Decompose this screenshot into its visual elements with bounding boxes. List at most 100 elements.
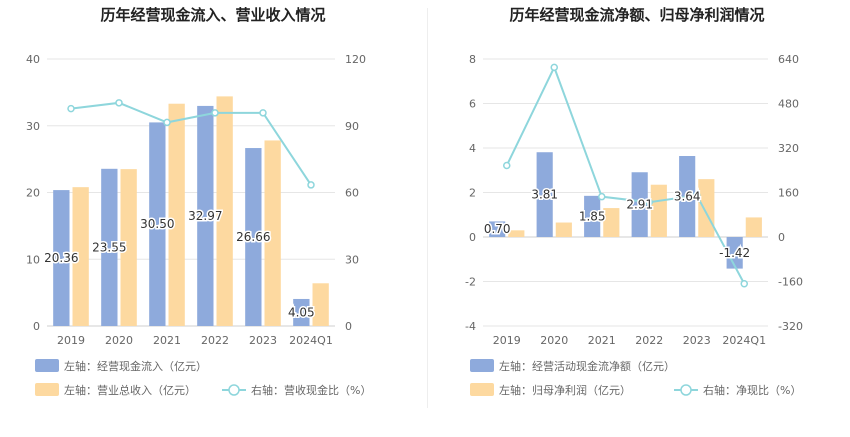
bar-data-label: 1.85 bbox=[579, 209, 606, 223]
bar-primary bbox=[149, 122, 166, 326]
panel-divider bbox=[427, 8, 428, 408]
right-axis-tick-label: 90 bbox=[345, 120, 359, 133]
right-axis-tick-label: 160 bbox=[778, 187, 799, 200]
right-axis-tick-label: 60 bbox=[345, 187, 359, 200]
left-axis-tick-label: 30 bbox=[26, 120, 40, 133]
left-axis-tick-label: -2 bbox=[465, 276, 476, 289]
ratio-point bbox=[259, 109, 267, 117]
ratio-point bbox=[211, 109, 219, 117]
x-axis-category-label: 2021 bbox=[153, 334, 181, 347]
right-axis-tick-label: -160 bbox=[778, 276, 803, 289]
bar-data-label: 3.64 bbox=[674, 190, 701, 204]
x-axis-category-label: 2022 bbox=[201, 334, 229, 347]
x-axis-category-label: 2024Q1 bbox=[289, 334, 333, 347]
right-axis-tick-label: 480 bbox=[778, 98, 799, 111]
x-axis-category-label: 2023 bbox=[683, 334, 711, 347]
legend-label: 左轴：营业总收入（亿元） bbox=[64, 383, 196, 397]
left-axis-tick-label: 0 bbox=[33, 320, 40, 333]
bar-data-label: 0.70 bbox=[484, 222, 511, 236]
bar-secondary bbox=[120, 169, 137, 326]
bar-primary bbox=[197, 105, 214, 326]
right-axis-tick-label: 120 bbox=[345, 53, 366, 66]
legend-item[interactable]: 左轴：经营活动现金流净额（亿元） bbox=[470, 359, 675, 373]
bar-data-label: 4.05 bbox=[288, 305, 315, 319]
bar-data-label: 30.50 bbox=[140, 217, 174, 231]
legend-item[interactable]: 左轴：归母净利润（亿元） bbox=[470, 383, 631, 397]
right-axis-tick-label: -320 bbox=[778, 320, 803, 333]
ratio-point bbox=[550, 63, 558, 72]
legend-swatch-marker bbox=[228, 384, 240, 396]
right-axis-tick-label: 30 bbox=[345, 253, 359, 266]
bar-data-label: 2.91 bbox=[626, 198, 653, 212]
left-axis-tick-label: 2 bbox=[469, 187, 476, 200]
legend-swatch-bar bbox=[470, 359, 494, 372]
bar-data-label: -1.42 bbox=[719, 246, 750, 260]
bar-secondary bbox=[745, 217, 762, 237]
bar-primary bbox=[293, 298, 310, 326]
x-axis-category-label: 2020 bbox=[540, 334, 568, 347]
bar-secondary bbox=[508, 230, 525, 237]
bar-primary bbox=[101, 168, 118, 326]
left-axis-tick-label: 0 bbox=[469, 231, 476, 244]
legend-swatch-marker bbox=[680, 384, 692, 396]
bar-secondary bbox=[72, 187, 89, 326]
left-axis-tick-label: 6 bbox=[469, 98, 476, 111]
legend-label: 左轴：经营现金流入（亿元） bbox=[64, 359, 207, 373]
right-axis-tick-label: 320 bbox=[778, 142, 799, 155]
x-axis-category-label: 2021 bbox=[588, 334, 616, 347]
right-axis-tick-label: 0 bbox=[345, 320, 352, 333]
bar-secondary bbox=[168, 103, 185, 326]
x-axis-category-label: 2023 bbox=[249, 334, 277, 347]
right-axis-tick-label: 0 bbox=[778, 231, 785, 244]
legend-label: 左轴：归母净利润（亿元） bbox=[499, 383, 631, 397]
bar-secondary bbox=[603, 208, 620, 237]
legend-item[interactable]: 左轴：经营现金流入（亿元） bbox=[35, 359, 207, 373]
x-axis-category-label: 2019 bbox=[493, 334, 521, 347]
bar-primary bbox=[245, 148, 262, 326]
ratio-point bbox=[163, 118, 171, 127]
ratio-point bbox=[115, 99, 123, 107]
right-axis-tick-label: 640 bbox=[778, 53, 799, 66]
bar-primary bbox=[489, 221, 506, 237]
ratio-point bbox=[740, 279, 748, 288]
ratio-point bbox=[307, 181, 315, 189]
bar-primary bbox=[726, 237, 743, 269]
left-axis-tick-label: 10 bbox=[26, 253, 40, 266]
legend-item[interactable]: 右轴：营收现金比（%） bbox=[222, 383, 371, 397]
bar-primary bbox=[631, 172, 648, 237]
left-axis-tick-label: -4 bbox=[465, 320, 476, 333]
ratio-line bbox=[505, 64, 746, 285]
legend-item[interactable]: 左轴：营业总收入（亿元） bbox=[35, 383, 196, 397]
legend-item[interactable]: 右轴：净现比（%） bbox=[674, 383, 801, 397]
ratio-point bbox=[503, 161, 511, 170]
legend-label: 右轴：营收现金比（%） bbox=[251, 383, 371, 397]
bar-secondary bbox=[264, 140, 281, 326]
bar-secondary bbox=[698, 179, 715, 237]
bar-secondary bbox=[216, 96, 233, 326]
bar-data-label: 32.97 bbox=[188, 209, 222, 223]
left-axis-tick-label: 4 bbox=[469, 142, 476, 155]
x-axis-category-label: 2024Q1 bbox=[722, 334, 766, 347]
legend-label: 右轴：净现比（%） bbox=[703, 383, 801, 397]
ratio-line bbox=[70, 101, 312, 186]
ratio-point bbox=[67, 104, 75, 113]
left-axis-tick-label: 8 bbox=[469, 53, 476, 66]
bar-data-label: 3.81 bbox=[531, 188, 558, 202]
bar-secondary bbox=[650, 184, 667, 237]
bar-primary bbox=[53, 190, 70, 326]
legend-label: 左轴：经营活动现金流净额（亿元） bbox=[499, 359, 675, 373]
ratio-point bbox=[598, 192, 606, 201]
chart-panel-1: 历年经营现金流入、营业收入情况 0 10 20 30 40 0 30 60 90 120 20.36 2… bbox=[26, 6, 371, 397]
left-axis-tick-label: 20 bbox=[26, 187, 40, 200]
x-axis-category-label: 2022 bbox=[635, 334, 663, 347]
bar-primary bbox=[584, 195, 601, 237]
bar-secondary bbox=[555, 222, 572, 237]
chart-title: 历年经营现金流入、营业收入情况 bbox=[100, 6, 325, 24]
bar-data-label: 20.36 bbox=[44, 251, 78, 265]
ratio-point bbox=[693, 191, 701, 200]
legend-swatch-bar bbox=[35, 383, 59, 396]
bar-primary bbox=[536, 152, 553, 237]
legend-swatch-bar bbox=[35, 359, 59, 372]
chart-title: 历年经营现金流净额、归母净利润情况 bbox=[509, 6, 764, 24]
bar-secondary bbox=[312, 283, 329, 326]
